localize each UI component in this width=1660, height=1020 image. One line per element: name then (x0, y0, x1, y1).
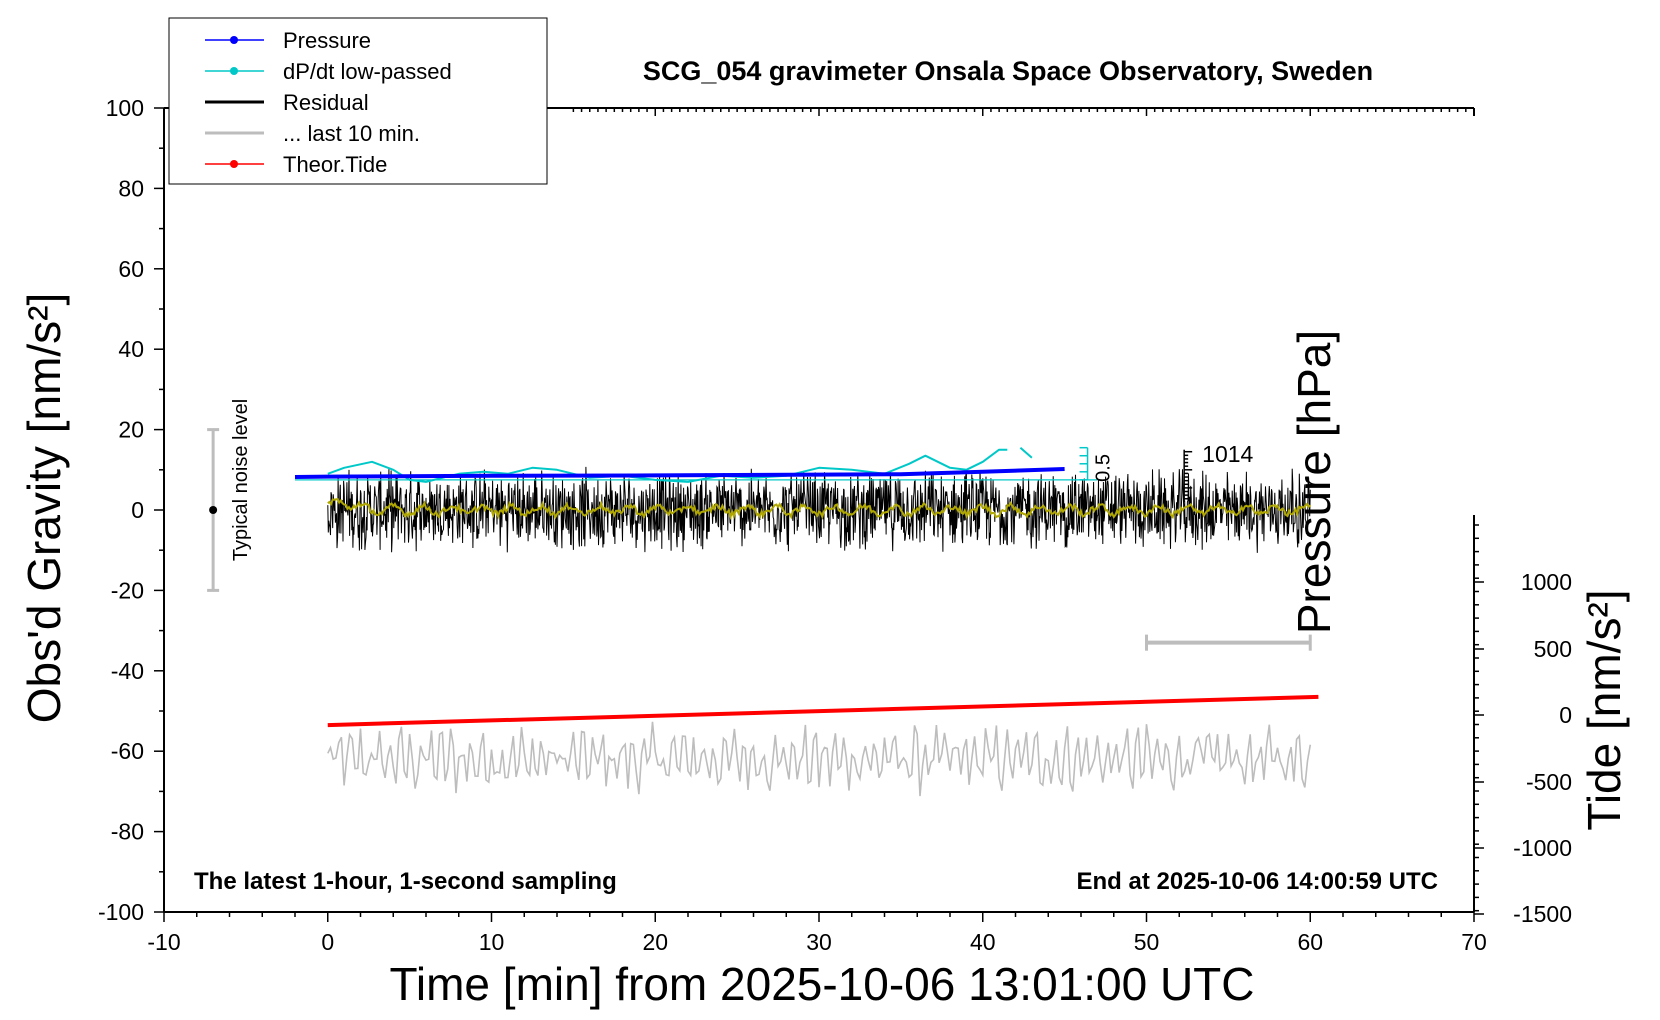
x-tick-label: 70 (1461, 929, 1487, 955)
y-tick-label: 80 (118, 175, 144, 201)
x-tick-label: 30 (806, 929, 832, 955)
series-pressure (294, 467, 1065, 479)
y-tick-label: -20 (111, 577, 144, 603)
x-tick-label: 60 (1297, 929, 1323, 955)
y-tick-label: 40 (118, 336, 144, 362)
series-last-10-min (327, 721, 1312, 797)
y-axis-label-gravity: Obs'd Gravity [nm/s²] (18, 293, 70, 724)
x-tick-label: 10 (479, 929, 505, 955)
legend-label: Residual (283, 90, 369, 115)
tide-tick-label: 0 (1559, 702, 1572, 728)
series-dpdt-tail (1019, 446, 1033, 459)
x-tick-label: -10 (147, 929, 180, 955)
noise-level-bar (207, 428, 220, 592)
tide-tick-label: 1000 (1521, 569, 1572, 595)
dpdt-tick-label: 0.5 (1093, 454, 1115, 482)
x-tick-label: 20 (642, 929, 668, 955)
y-tick-label: -100 (98, 899, 144, 925)
tide-tick-label: 500 (1534, 636, 1572, 662)
legend-label: ... last 10 min. (283, 121, 420, 146)
series-residual-low-passed (327, 497, 1312, 521)
chart-title: SCG_054 gravimeter Onsala Space Observat… (643, 56, 1373, 86)
legend-label: Pressure (283, 28, 371, 53)
scale-bar-10-min (1145, 634, 1312, 651)
legend-marker (230, 36, 238, 44)
y-axis-label-pressure: Pressure [hPa] (1288, 330, 1340, 634)
legend-entry: ... last 10 min. (205, 121, 420, 146)
tide-tick-label: -500 (1526, 769, 1572, 795)
pressure-tick-label: 1014 (1202, 441, 1253, 467)
tide-tick-label: -1000 (1513, 835, 1572, 861)
y-tick-label: 20 (118, 417, 144, 443)
annotation-sampling: The latest 1-hour, 1-second sampling (194, 868, 617, 895)
y-tick-label: -80 (111, 819, 144, 845)
series-layer: 0.5 1014 (207, 428, 1319, 797)
x-tick-label: 50 (1134, 929, 1160, 955)
noise-level-label: Typical noise level (230, 399, 252, 561)
legend: Pressure dP/dt low-passed Residual ... last… (168, 17, 548, 185)
annotation-end-time: End at 2025-10-06 14:00:59 UTC (1077, 868, 1439, 895)
series-theor-tide (327, 694, 1319, 728)
y-tick-label: 100 (106, 95, 144, 121)
legend-label: Theor.Tide (283, 152, 387, 177)
noise-bar-center-dot (209, 506, 218, 514)
y-tick-label: -40 (111, 658, 144, 684)
legend-marker (230, 67, 238, 75)
legend-entry: Theor.Tide (205, 152, 387, 177)
x-axis-label: Time [min] from 2025-10-06 13:01:00 UTC (390, 958, 1255, 1010)
y-axis-label-tide: Tide [nm/s²] (1578, 589, 1630, 830)
legend-marker (230, 160, 238, 168)
series-residual (327, 466, 1311, 553)
axes-layer: -10 0 10 20 30 40 50 60 70100806040200-20-40-60-… (98, 95, 1572, 955)
legend-entry: Pressure (205, 28, 371, 53)
y-tick-label: 60 (118, 256, 144, 282)
y-tick-label: 0 (131, 497, 144, 523)
x-tick-label: 0 (321, 929, 334, 955)
legend-entry: dP/dt low-passed (205, 59, 452, 84)
y-tick-label: -60 (111, 738, 144, 764)
tide-tick-label: -1500 (1513, 901, 1572, 927)
legend-entry: Residual (205, 90, 369, 115)
legend-label: dP/dt low-passed (283, 59, 452, 84)
x-tick-label: 40 (970, 929, 996, 955)
